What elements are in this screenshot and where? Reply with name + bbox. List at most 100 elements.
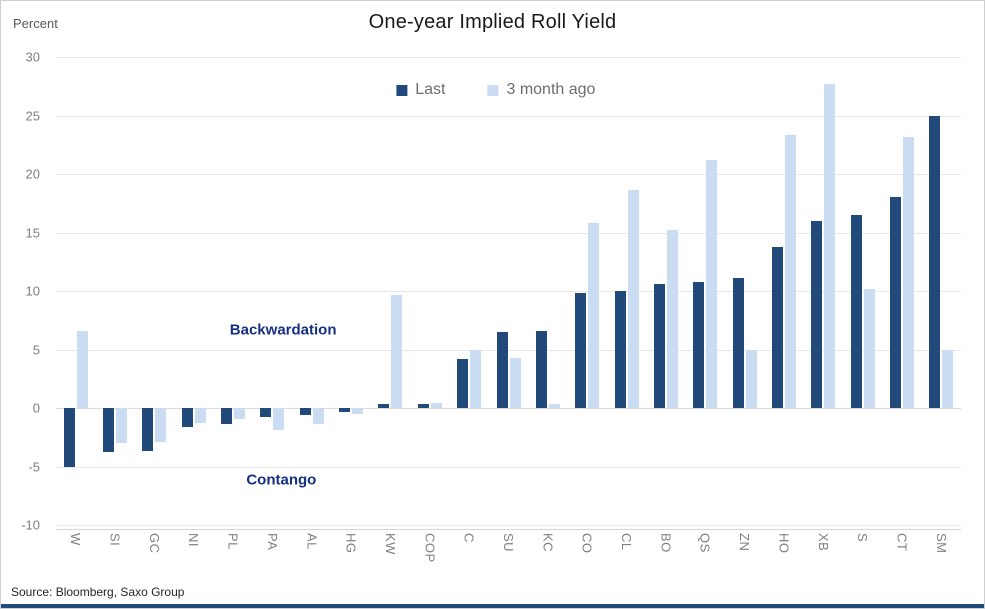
y-tick-label--5: -5 [28, 459, 40, 474]
x-tick-label-KW: KW [382, 533, 398, 555]
bar-last-C [457, 358, 469, 408]
annotation-contango: Contango [246, 471, 317, 489]
bar-last-ZN [732, 278, 744, 408]
legend-marker-icon [396, 84, 408, 96]
bar-last-PA [260, 408, 272, 418]
gridline-5 [56, 349, 961, 351]
bar-3-month-ago-SM [942, 349, 954, 408]
bar-last-SU [496, 331, 508, 408]
bar-3-month-ago-KW [391, 294, 403, 408]
bar-3-month-ago-ZN [745, 349, 757, 408]
x-tick-label-CL: CL [619, 533, 635, 551]
x-tick-label-BO: BO [658, 533, 674, 553]
bar-3-month-ago-SU [509, 357, 521, 408]
bar-last-KC [535, 330, 547, 408]
bar-3-month-ago-SI [116, 408, 128, 444]
bar-3-month-ago-CL [627, 190, 639, 408]
bar-last-QS [693, 281, 705, 408]
gridline-30 [56, 57, 961, 58]
bar-3-month-ago-PA [273, 408, 285, 431]
x-tick-label-PL: PL [225, 533, 241, 550]
bar-last-CO [575, 293, 587, 408]
x-tick-label-GC: GC [146, 533, 162, 554]
y-tick-label-0: 0 [32, 400, 40, 416]
x-tick-label-CO: CO [579, 533, 595, 554]
bar-3-month-ago-CO [588, 223, 600, 408]
x-axis-line [56, 529, 961, 530]
gridline--10 [56, 525, 961, 526]
bar-3-month-ago-HO [784, 135, 796, 408]
bar-last-COP [417, 404, 429, 408]
y-axis-tick-labels: 30 25 20 15 10 5 0 -5 -10 [1, 50, 48, 533]
x-tick-label-SM: SM [933, 533, 949, 554]
legend-item-3-month-ago: 3 month ago [487, 81, 595, 99]
bar-last-GC [142, 408, 154, 452]
bar-3-month-ago-AL [312, 408, 324, 425]
x-tick-label-QS: QS [697, 533, 713, 553]
legend-marker-icon [487, 84, 499, 96]
y-tick-label--10: -10 [21, 517, 40, 533]
x-tick-label-CT: CT [894, 533, 910, 552]
plot-area: Last 3 month ago Backwardation Contango [56, 57, 961, 526]
y-tick-label-5: 5 [32, 342, 40, 357]
y-tick-label-10: 10 [25, 283, 40, 299]
x-tick-label-KC: KC [540, 533, 556, 553]
bar-last-BO [653, 283, 665, 408]
x-axis-tick-labels: W SI GC NI PL PA AL HG KW COP C SU KC CO CL BO QS ZN HO XB S… [56, 533, 961, 585]
y-tick-label-30: 30 [25, 49, 40, 65]
bar-last-NI [181, 408, 193, 427]
gridline-25 [56, 115, 961, 117]
bar-last-S [850, 214, 862, 408]
bar-3-month-ago-CT [902, 136, 914, 408]
bar-3-month-ago-HG [352, 408, 364, 414]
legend-item-last: Last [396, 81, 445, 99]
bar-last-CT [889, 197, 901, 408]
bottom-accent-bar [1, 604, 984, 608]
bar-last-CL [614, 291, 626, 408]
bar-3-month-ago-XB [824, 83, 836, 408]
bar-last-HO [771, 246, 783, 408]
bar-3-month-ago-PL [234, 408, 246, 419]
x-tick-label-C: C [461, 533, 477, 543]
bar-last-HG [339, 408, 351, 412]
gridline-15 [56, 232, 961, 234]
chart-title: One-year Implied Roll Yield [368, 11, 617, 33]
source-attribution: Source: Bloomberg, Saxo Group [11, 585, 185, 599]
chart-legend: Last 3 month ago [396, 81, 595, 99]
gridline-0 [56, 408, 961, 409]
bar-3-month-ago-BO [666, 230, 678, 408]
bar-3-month-ago-NI [194, 408, 206, 424]
bar-3-month-ago-W [76, 330, 88, 408]
bar-3-month-ago-QS [706, 159, 718, 408]
bar-3-month-ago-C [470, 349, 482, 408]
legend-label: 3 month ago [506, 81, 596, 98]
legend-label: Last [415, 81, 446, 98]
bar-3-month-ago-GC [155, 408, 167, 442]
bar-last-W [63, 408, 75, 467]
x-tick-label-NI: NI [186, 533, 202, 547]
bar-3-month-ago-KC [548, 404, 560, 408]
gridline-10 [56, 291, 961, 292]
gridline--5 [56, 466, 961, 468]
x-tick-label-XB: XB [815, 533, 831, 552]
bar-last-AL [299, 408, 311, 416]
y-tick-label-25: 25 [25, 108, 40, 123]
y-axis-unit-label: Percent [13, 16, 58, 31]
bar-3-month-ago-COP [430, 403, 442, 408]
bar-last-PL [221, 408, 233, 425]
x-tick-label-ZN: ZN [737, 533, 753, 552]
y-tick-label-15: 15 [25, 225, 40, 240]
bar-last-KW [378, 404, 390, 408]
bar-last-XB [811, 220, 823, 408]
bar-3-month-ago-S [863, 288, 875, 408]
x-tick-label-W: W [68, 533, 84, 546]
x-tick-label-PA: PA [264, 533, 280, 551]
x-tick-label-S: S [855, 533, 871, 543]
bar-last-SI [103, 408, 115, 453]
x-tick-label-HG: HG [343, 533, 359, 554]
x-tick-label-HO: HO [776, 533, 792, 554]
x-tick-label-AL: AL [304, 533, 320, 550]
x-tick-label-SU: SU [501, 533, 516, 553]
annotation-backwardation: Backwardation [229, 321, 337, 339]
